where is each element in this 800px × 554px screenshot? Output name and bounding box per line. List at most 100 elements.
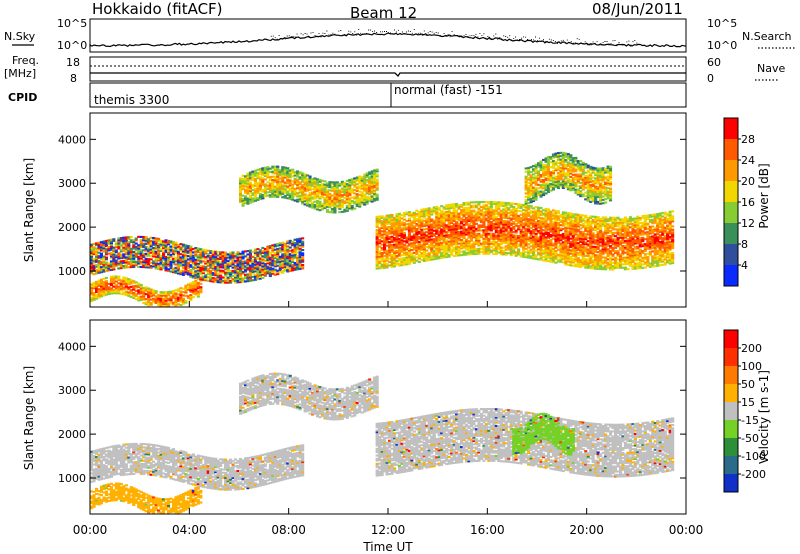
echo-cell bbox=[296, 173, 300, 176]
echo-cell bbox=[271, 167, 275, 170]
echo-cell bbox=[256, 273, 260, 276]
echo-cell bbox=[107, 240, 111, 243]
echo-cell bbox=[472, 209, 476, 212]
echo-cell bbox=[204, 269, 208, 272]
echo-cell bbox=[174, 304, 178, 307]
echo-cell bbox=[388, 219, 392, 222]
echo-cell bbox=[328, 197, 332, 200]
echo-cell bbox=[276, 258, 280, 261]
echo-cell bbox=[253, 184, 257, 187]
echo-cell bbox=[318, 192, 322, 195]
echo-cell bbox=[211, 262, 215, 265]
echo-cell bbox=[397, 217, 401, 220]
echo-cell bbox=[318, 185, 322, 188]
echo-cell bbox=[410, 259, 414, 262]
echo-cell bbox=[455, 204, 459, 207]
echo-cell bbox=[92, 297, 96, 300]
echo-cell bbox=[129, 262, 133, 265]
echo-cell bbox=[445, 236, 449, 239]
echo-cell bbox=[397, 252, 401, 255]
echo-cell bbox=[122, 286, 126, 289]
echo-cell bbox=[241, 272, 245, 275]
echo-cell bbox=[358, 180, 362, 183]
echo-cell bbox=[440, 238, 444, 241]
echo-cell bbox=[472, 224, 476, 227]
echo-cell bbox=[288, 239, 292, 242]
echo-cell bbox=[248, 252, 252, 255]
echo-cell bbox=[107, 247, 111, 250]
echo-cell bbox=[246, 260, 250, 263]
echo-cell bbox=[102, 277, 106, 280]
echo-cell bbox=[397, 224, 401, 227]
echo-cell bbox=[430, 243, 434, 246]
echo-cell bbox=[169, 302, 173, 305]
echo-cell bbox=[95, 284, 99, 287]
echo-cell bbox=[209, 263, 213, 266]
echo-cell bbox=[390, 225, 394, 228]
echo-cell bbox=[286, 270, 290, 273]
echo-cell bbox=[162, 301, 166, 304]
echo-cell bbox=[286, 268, 290, 271]
echo-cell bbox=[261, 276, 265, 279]
echo-cell bbox=[189, 294, 193, 297]
echo-cell bbox=[345, 179, 349, 182]
echo-cell bbox=[122, 281, 126, 284]
echo-cell bbox=[189, 297, 193, 300]
echo-cell bbox=[308, 193, 312, 196]
echo-cell bbox=[124, 248, 128, 251]
echo-cell bbox=[273, 255, 277, 258]
echo-cell bbox=[211, 260, 215, 263]
echo-cell bbox=[462, 220, 466, 223]
echo-cell bbox=[263, 175, 267, 178]
echo-cell bbox=[167, 291, 171, 294]
echo-cell bbox=[159, 248, 163, 251]
echo-cell bbox=[268, 258, 272, 261]
echo-cell bbox=[194, 265, 198, 268]
echo-cell bbox=[90, 290, 94, 293]
echo-cell bbox=[412, 238, 416, 241]
echo-cell bbox=[159, 256, 163, 259]
echo-cell bbox=[176, 272, 180, 275]
echo-cell bbox=[447, 207, 451, 210]
echo-cell bbox=[92, 246, 96, 249]
echo-cell bbox=[211, 267, 215, 270]
echo-cell bbox=[154, 257, 158, 260]
echo-cell bbox=[410, 225, 414, 228]
echo-cell bbox=[181, 297, 185, 300]
echo-cell bbox=[407, 232, 411, 235]
echo-cell bbox=[318, 197, 322, 200]
echo-cell bbox=[211, 252, 215, 255]
echo-cell bbox=[311, 179, 315, 182]
echo-cell bbox=[229, 271, 233, 274]
echo-cell bbox=[124, 249, 128, 252]
echo-cell bbox=[316, 179, 320, 182]
echo-cell bbox=[447, 235, 451, 238]
echo-cell bbox=[162, 262, 166, 265]
echo-cell bbox=[318, 209, 322, 212]
echo-cell bbox=[253, 252, 257, 255]
echo-cell bbox=[368, 191, 372, 194]
echo-cell bbox=[201, 268, 205, 271]
echo-cell bbox=[231, 274, 235, 277]
echo-cell bbox=[216, 261, 220, 264]
echo-cell bbox=[380, 240, 384, 243]
echo-cell bbox=[474, 217, 478, 220]
echo-cell bbox=[338, 206, 342, 209]
echo-cell bbox=[112, 256, 116, 259]
echo-cell bbox=[201, 265, 205, 268]
echo-cell bbox=[400, 244, 404, 247]
echo-cell bbox=[196, 275, 200, 278]
echo-cell bbox=[355, 194, 359, 197]
echo-cell bbox=[383, 220, 387, 223]
echo-cell bbox=[117, 255, 121, 258]
echo-cell bbox=[422, 248, 426, 251]
echo-cell bbox=[90, 250, 94, 253]
echo-cell bbox=[196, 254, 200, 257]
echo-cell bbox=[320, 186, 324, 189]
echo-cell bbox=[134, 239, 138, 242]
echo-cell bbox=[442, 221, 446, 224]
echo-cell bbox=[442, 248, 446, 251]
echo-cell bbox=[164, 247, 168, 250]
echo-cell bbox=[472, 251, 476, 254]
echo-cell bbox=[129, 264, 133, 267]
